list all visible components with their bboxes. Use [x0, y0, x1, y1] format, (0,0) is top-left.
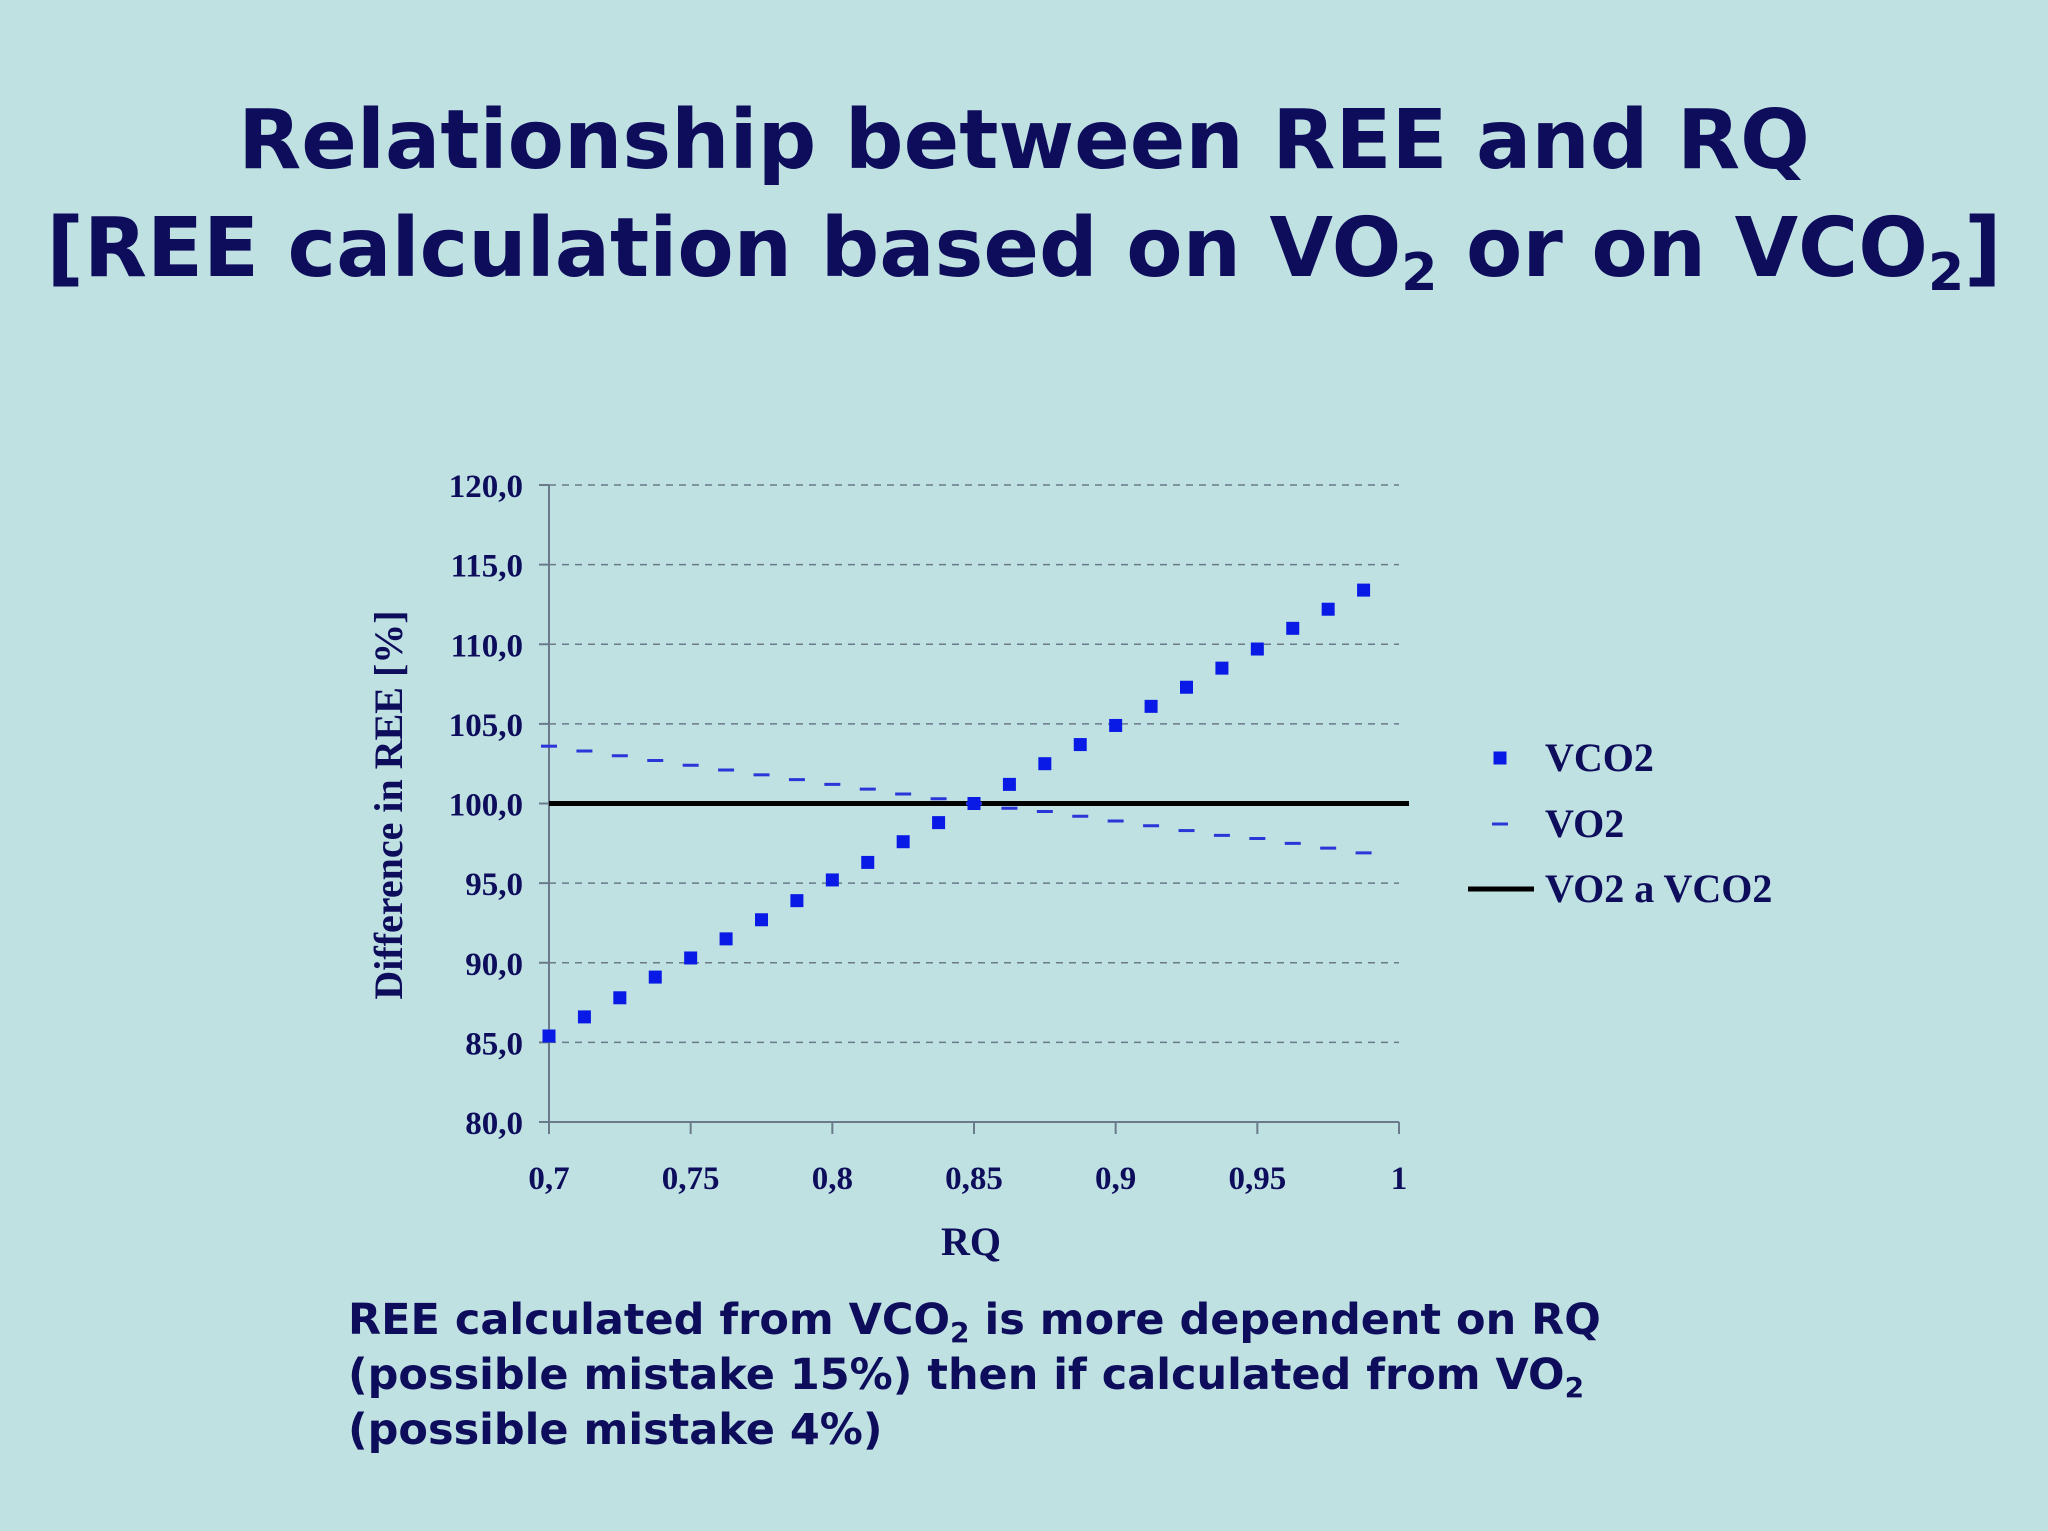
vco2-point — [542, 1029, 556, 1043]
note-part: REE calculated from VCO — [348, 1295, 951, 1345]
note-part: (possible mistake 4%) — [348, 1405, 883, 1455]
vco2-point — [790, 894, 804, 908]
vco2-point — [1144, 699, 1158, 713]
y-tick-label: 110,0 — [451, 628, 523, 664]
x-tick-label: 0,8 — [812, 1161, 853, 1197]
x-tick-label: 1 — [1391, 1161, 1408, 1197]
vco2-point — [1180, 680, 1193, 694]
x-axis-ticks: 0,7 0,75 0,8 0,85 0,9 0,95 1 — [528, 1122, 1407, 1197]
vco2-point — [1002, 777, 1016, 791]
y-tick-label: 115,0 — [451, 549, 523, 585]
vco2-point — [577, 1010, 591, 1024]
legend-vco2-marker — [1493, 751, 1507, 765]
legend-label: VCO2 — [1545, 735, 1654, 780]
x-tick-label: 0,85 — [945, 1161, 1003, 1197]
chart-note: REE calculated from VCO2 is more depende… — [348, 1293, 1768, 1458]
vco2-point — [1215, 661, 1229, 675]
x-tick-label: 0,95 — [1228, 1161, 1286, 1197]
title-part: ] — [1964, 201, 2002, 296]
y-axis-ticks: 80,0 85,0 90,0 95,0 100,0 105,0 110,0 115,0 120,… — [449, 469, 549, 1142]
vco2-point — [1073, 738, 1087, 752]
vco2-point — [967, 797, 981, 810]
y-tick-label: 100,0 — [449, 788, 523, 824]
vco2-point — [1109, 718, 1123, 732]
vco2-point — [896, 835, 910, 849]
vco2-point — [825, 873, 839, 887]
vco2-point — [861, 855, 875, 869]
x-tick-label: 0,75 — [662, 1161, 720, 1197]
legend-label: VO2 — [1545, 801, 1624, 846]
slide-title-line1: Relationship between REE and RQ — [238, 93, 1810, 188]
chart-legend: VCO2 VO2 VO2 a VCO2 — [1468, 735, 1772, 911]
x-axis-label: RQ — [941, 1219, 1001, 1264]
y-tick-label: 85,0 — [465, 1026, 523, 1062]
title-subscript: 2 — [1401, 243, 1438, 303]
slide-title-line2: [REE calculation based on VO2 or on VCO2… — [0, 208, 2048, 300]
title-subscript: 2 — [1927, 243, 1965, 303]
vco2-point — [613, 991, 627, 1005]
vco2-point — [684, 951, 698, 965]
x-tick-label: 0,7 — [528, 1161, 569, 1197]
y-axis-label: Difference in REE [%] — [366, 610, 411, 999]
y-tick-label: 95,0 — [465, 867, 523, 903]
y-tick-label: 120,0 — [449, 469, 523, 505]
x-tick-label: 0,9 — [1095, 1161, 1136, 1197]
note-subscript: 2 — [1564, 1371, 1585, 1404]
y-tick-label: 80,0 — [465, 1106, 523, 1142]
vco2-point — [1250, 642, 1264, 656]
series-layer — [541, 583, 1409, 1043]
y-tick-label: 105,0 — [449, 708, 523, 744]
vco2-point — [932, 816, 946, 830]
vco2-point — [1286, 621, 1300, 635]
y-tick-label: 90,0 — [465, 947, 523, 983]
vco2-point — [755, 913, 768, 927]
note-subscript: 2 — [950, 1316, 970, 1349]
note-part: is more dependent on RQ (possible mistak… — [348, 1295, 1601, 1400]
legend-label: VO2 a VCO2 — [1545, 866, 1772, 911]
vco2-point — [719, 932, 733, 946]
title-part: or on VCO — [1437, 201, 1928, 296]
vco2-point — [648, 970, 662, 984]
title-part: [REE calculation based on VO — [46, 201, 1402, 296]
vco2-point — [1321, 602, 1335, 616]
grid-lines — [549, 484, 1399, 1044]
vco2-point — [1038, 757, 1052, 771]
vco2-point — [1357, 583, 1371, 597]
